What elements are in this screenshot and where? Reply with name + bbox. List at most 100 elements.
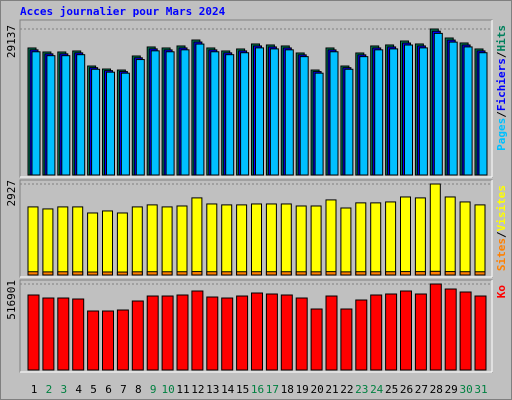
bar bbox=[120, 72, 130, 176]
bar bbox=[359, 56, 369, 176]
y-tick-label: 516901 bbox=[5, 280, 18, 320]
bar bbox=[146, 204, 158, 276]
x-tick-label: 26 bbox=[400, 383, 413, 396]
bar bbox=[255, 47, 264, 176]
bar bbox=[72, 271, 84, 276]
bar bbox=[221, 204, 233, 276]
bar bbox=[355, 299, 368, 371]
bar bbox=[385, 201, 397, 276]
bar bbox=[265, 293, 278, 371]
x-tick-label: 16 bbox=[251, 383, 264, 396]
legend-separator: / bbox=[495, 231, 508, 238]
bar bbox=[61, 55, 71, 176]
bar bbox=[400, 271, 411, 276]
x-tick-label: 28 bbox=[430, 383, 443, 396]
bar bbox=[150, 50, 160, 176]
bar bbox=[91, 68, 101, 176]
legend: Sites/Visites bbox=[495, 185, 508, 271]
bar bbox=[102, 310, 114, 371]
bar bbox=[225, 54, 235, 176]
bar bbox=[280, 203, 292, 276]
bar bbox=[444, 271, 456, 276]
bar bbox=[146, 295, 159, 371]
x-tick-label: 14 bbox=[221, 383, 235, 396]
bar bbox=[299, 56, 309, 176]
bar bbox=[400, 290, 412, 371]
x-tick-label: 1 bbox=[31, 383, 38, 396]
bar bbox=[46, 55, 56, 176]
bar bbox=[269, 48, 279, 176]
x-tick-label: 8 bbox=[135, 383, 142, 396]
bar bbox=[251, 292, 263, 371]
bar bbox=[310, 271, 322, 276]
x-tick-label: 25 bbox=[385, 383, 398, 396]
bar bbox=[42, 271, 54, 276]
bar bbox=[116, 271, 128, 276]
bar bbox=[355, 202, 367, 276]
bar bbox=[459, 271, 471, 276]
bar bbox=[414, 293, 427, 371]
bar bbox=[72, 206, 84, 276]
legend: Pages/Fichiers/Hits bbox=[495, 25, 508, 151]
bar bbox=[340, 207, 352, 276]
bar bbox=[329, 51, 339, 176]
bar bbox=[474, 295, 487, 371]
bar bbox=[385, 271, 397, 276]
bar bbox=[474, 271, 486, 276]
bar bbox=[444, 196, 456, 276]
legend-entry: Ko bbox=[495, 285, 508, 299]
x-tick-label: 30 bbox=[459, 383, 472, 396]
bar bbox=[240, 52, 250, 176]
bar bbox=[131, 271, 143, 276]
bar bbox=[265, 271, 277, 276]
bar bbox=[191, 290, 204, 371]
x-tick-label: 9 bbox=[150, 383, 157, 396]
x-tick-label: 4 bbox=[75, 383, 82, 396]
bar bbox=[314, 72, 324, 176]
bar bbox=[418, 47, 428, 176]
bar bbox=[176, 271, 188, 276]
bar bbox=[131, 300, 144, 371]
bar bbox=[370, 294, 383, 371]
x-tick-label: 20 bbox=[310, 383, 323, 396]
bar bbox=[31, 51, 41, 176]
bar bbox=[161, 271, 173, 276]
legend-separator: / bbox=[495, 51, 508, 58]
x-tick-label: 13 bbox=[206, 383, 219, 396]
legend-entry: Hits bbox=[495, 25, 508, 52]
bar bbox=[429, 183, 441, 276]
bar bbox=[42, 208, 54, 276]
bar bbox=[27, 271, 39, 276]
bar bbox=[57, 271, 69, 276]
x-tick-label: 23 bbox=[355, 383, 368, 396]
bar bbox=[355, 271, 367, 276]
bar bbox=[176, 294, 189, 371]
x-tick-label: 10 bbox=[161, 383, 174, 396]
x-tick-label: 18 bbox=[281, 383, 294, 396]
bar bbox=[295, 271, 307, 276]
bar bbox=[478, 52, 488, 176]
bar bbox=[385, 293, 398, 371]
bar bbox=[135, 59, 145, 176]
x-tick-label: 19 bbox=[296, 383, 309, 396]
bar bbox=[165, 51, 175, 176]
x-tick-label: 29 bbox=[445, 383, 458, 396]
bar bbox=[404, 44, 413, 176]
bar bbox=[236, 271, 248, 276]
bar bbox=[236, 204, 248, 276]
legend-entry: Pages bbox=[495, 118, 508, 151]
bar bbox=[206, 296, 219, 371]
x-tick-label: 3 bbox=[60, 383, 67, 396]
bar bbox=[206, 203, 218, 276]
bar bbox=[236, 295, 249, 371]
bar bbox=[116, 309, 129, 371]
bar bbox=[463, 46, 473, 176]
bar bbox=[221, 271, 233, 276]
x-tick-label: 27 bbox=[415, 383, 428, 396]
bar bbox=[444, 288, 457, 371]
x-tick-label: 21 bbox=[325, 383, 338, 396]
x-tick-label: 12 bbox=[191, 383, 204, 396]
bar bbox=[102, 210, 113, 276]
x-tick-label: 11 bbox=[176, 383, 189, 396]
bar bbox=[176, 205, 188, 276]
